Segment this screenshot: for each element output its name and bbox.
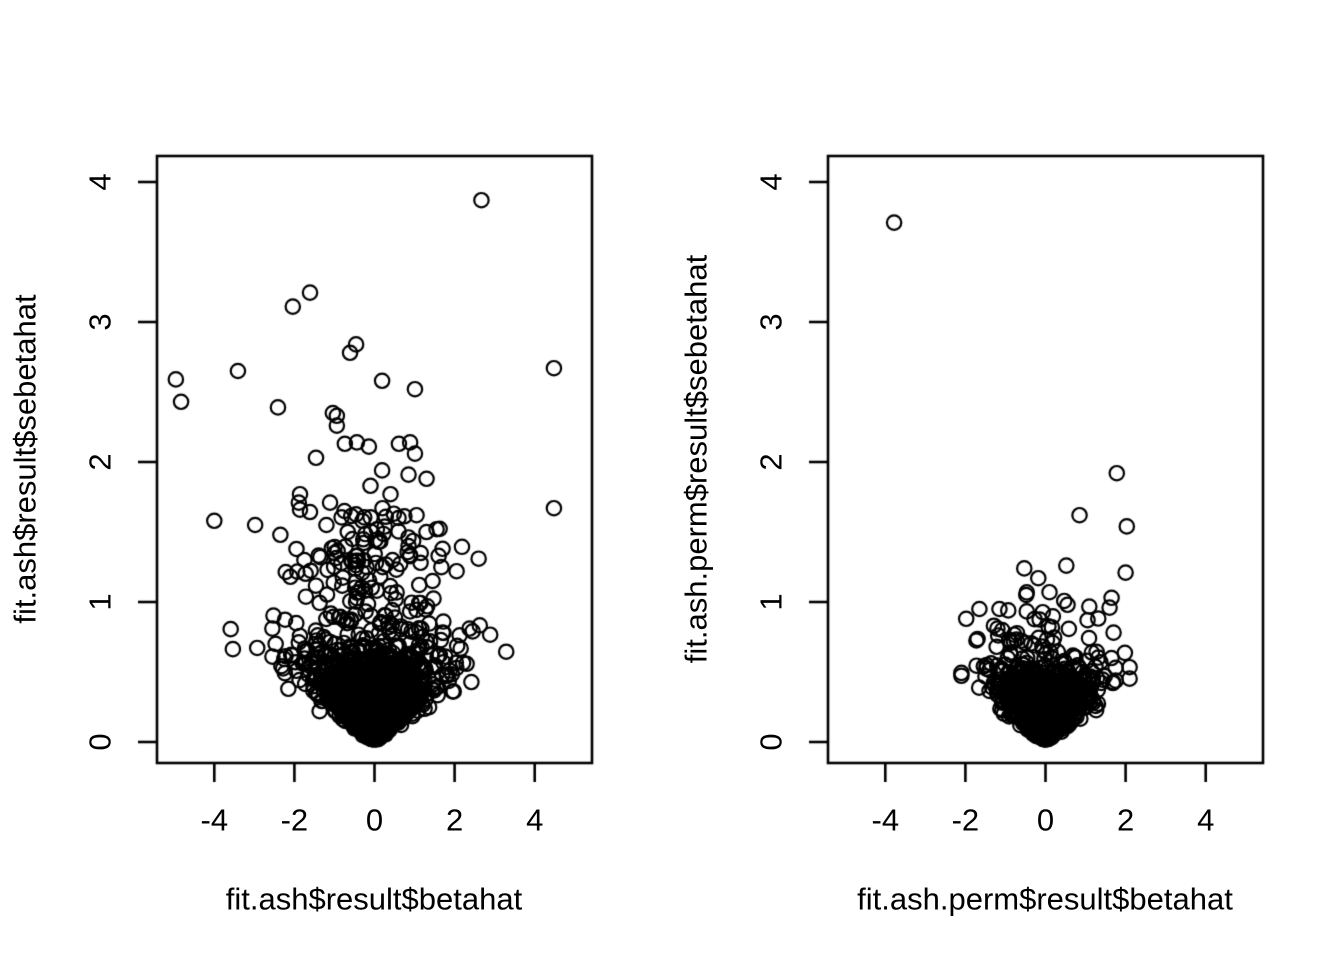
y-tick-label: 2: [753, 453, 789, 471]
right-y-axis-title: fit.ash.perm$result$sebetahat: [678, 254, 714, 664]
y-tick-label: 4: [753, 173, 789, 191]
y-tick-label: 1: [753, 593, 789, 611]
x-tick-label: -2: [951, 802, 980, 838]
right-x-axis-title: fit.ash.perm$result$betahat: [857, 881, 1233, 917]
x-tick-label: -4: [871, 802, 900, 838]
y-tick-label: 2: [82, 453, 118, 471]
x-tick-label: 0: [1036, 802, 1055, 838]
left-y-axis-title: fit.ash$result$sebetahat: [7, 294, 43, 624]
x-tick-label: 2: [1116, 802, 1135, 838]
y-tick-label: 0: [82, 733, 118, 751]
x-tick-label: -2: [280, 802, 309, 838]
y-tick-label: 0: [753, 733, 789, 751]
y-tick-label: 3: [753, 313, 789, 331]
left-x-axis-title: fit.ash$result$betahat: [225, 881, 523, 917]
x-tick-label: 4: [526, 802, 544, 838]
x-tick-label: -4: [200, 802, 229, 838]
x-tick-label: 0: [365, 802, 384, 838]
y-tick-label: 4: [82, 173, 118, 191]
y-tick-label: 3: [82, 313, 118, 331]
x-tick-label: 2: [445, 802, 464, 838]
x-tick-label: 4: [1197, 802, 1215, 838]
y-tick-label: 1: [82, 593, 118, 611]
